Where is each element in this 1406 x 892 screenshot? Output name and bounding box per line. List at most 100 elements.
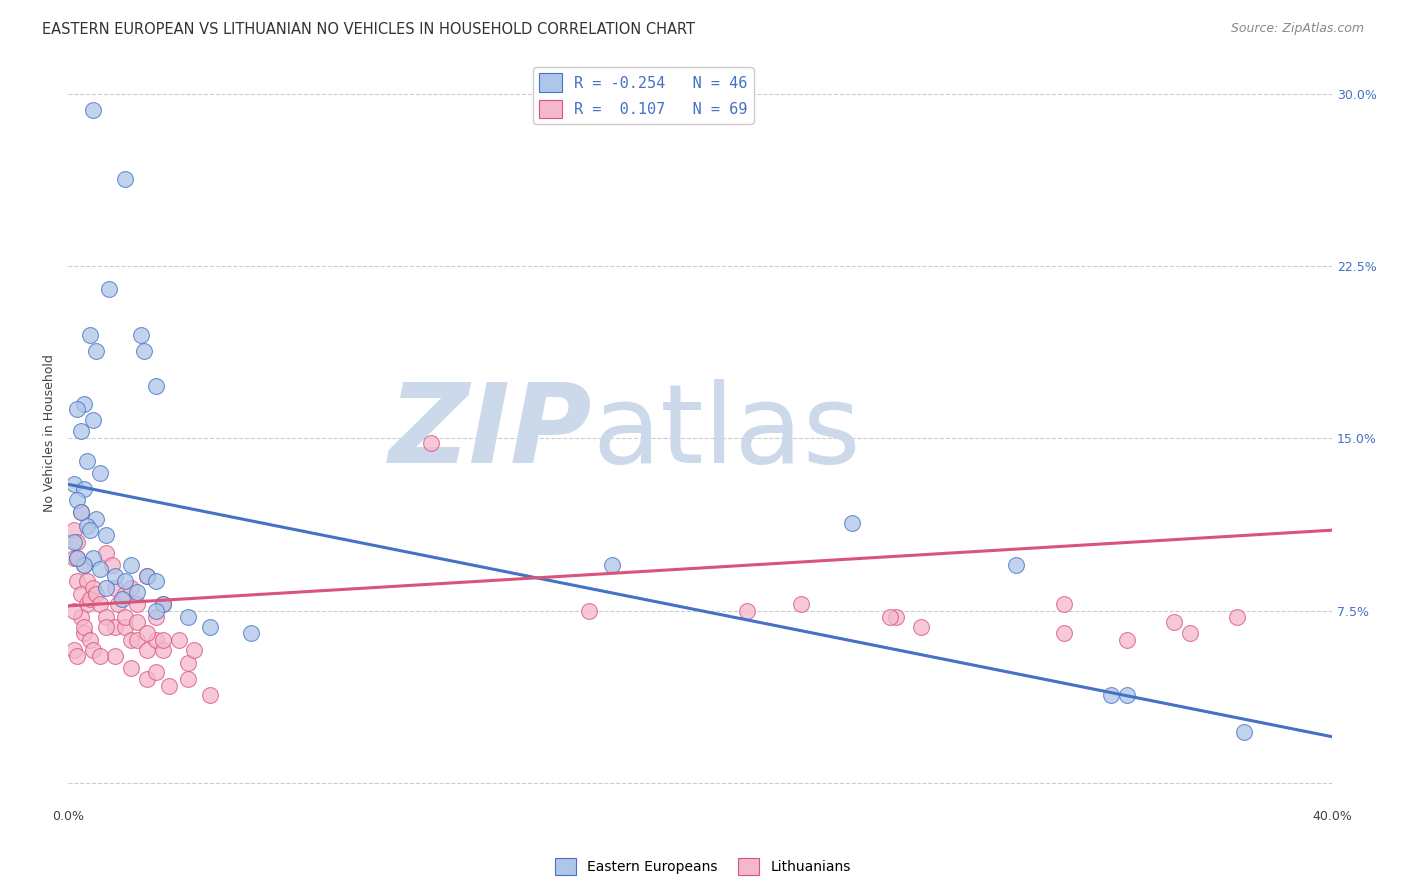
Point xyxy=(790,597,813,611)
Point xyxy=(240,626,263,640)
Point xyxy=(132,344,155,359)
Point xyxy=(73,482,96,496)
Text: atlas: atlas xyxy=(592,379,860,486)
Point xyxy=(136,626,159,640)
Point xyxy=(79,328,101,343)
Point xyxy=(120,661,142,675)
Y-axis label: No Vehicles in Household: No Vehicles in Household xyxy=(44,353,56,511)
Point xyxy=(73,397,96,411)
Point xyxy=(145,603,167,617)
Point xyxy=(94,619,117,633)
Point xyxy=(82,581,104,595)
Point xyxy=(69,425,91,439)
Point xyxy=(66,550,89,565)
Point xyxy=(145,378,167,392)
Point xyxy=(114,610,136,624)
Point xyxy=(600,558,623,572)
Point xyxy=(114,619,136,633)
Point xyxy=(86,344,108,359)
Point xyxy=(73,558,96,572)
Point xyxy=(76,574,98,588)
Point xyxy=(73,619,96,633)
Point xyxy=(114,587,136,601)
Point xyxy=(82,642,104,657)
Point xyxy=(79,523,101,537)
Point xyxy=(107,597,129,611)
Point xyxy=(86,587,108,601)
Text: ZIP: ZIP xyxy=(389,379,592,486)
Point xyxy=(114,574,136,588)
Point xyxy=(145,633,167,648)
Point xyxy=(120,558,142,572)
Point xyxy=(114,172,136,186)
Point xyxy=(1178,626,1201,640)
Point xyxy=(89,649,111,664)
Point xyxy=(1005,558,1028,572)
Point xyxy=(737,603,759,617)
Point xyxy=(145,610,167,624)
Point xyxy=(152,642,174,657)
Point xyxy=(73,558,96,572)
Point xyxy=(66,649,89,664)
Point xyxy=(76,597,98,611)
Point xyxy=(79,592,101,607)
Point xyxy=(167,633,190,648)
Point xyxy=(136,569,159,583)
Point xyxy=(1099,689,1122,703)
Point xyxy=(69,505,91,519)
Point xyxy=(127,585,149,599)
Point xyxy=(1163,615,1185,629)
Legend: R = -0.254   N = 46, R =  0.107   N = 69: R = -0.254 N = 46, R = 0.107 N = 69 xyxy=(533,67,754,124)
Point xyxy=(120,633,142,648)
Point xyxy=(104,569,127,583)
Point xyxy=(63,523,86,537)
Point xyxy=(111,592,134,607)
Point xyxy=(879,610,901,624)
Point xyxy=(420,436,443,450)
Point xyxy=(63,534,86,549)
Point xyxy=(136,569,159,583)
Legend: Eastern Europeans, Lithuanians: Eastern Europeans, Lithuanians xyxy=(550,853,856,880)
Point xyxy=(66,493,89,508)
Point xyxy=(94,581,117,595)
Text: Source: ZipAtlas.com: Source: ZipAtlas.com xyxy=(1230,22,1364,36)
Point xyxy=(1115,633,1137,648)
Point xyxy=(69,587,91,601)
Point xyxy=(66,534,89,549)
Point xyxy=(86,511,108,525)
Point xyxy=(98,282,121,296)
Point xyxy=(136,642,159,657)
Point xyxy=(89,562,111,576)
Point xyxy=(136,673,159,687)
Point xyxy=(63,603,86,617)
Point xyxy=(66,401,89,416)
Text: EASTERN EUROPEAN VS LITHUANIAN NO VEHICLES IN HOUSEHOLD CORRELATION CHART: EASTERN EUROPEAN VS LITHUANIAN NO VEHICL… xyxy=(42,22,695,37)
Point xyxy=(101,558,124,572)
Point xyxy=(198,689,221,703)
Point xyxy=(177,673,200,687)
Point xyxy=(89,466,111,480)
Point xyxy=(198,619,221,633)
Point xyxy=(152,597,174,611)
Point xyxy=(66,550,89,565)
Point xyxy=(94,528,117,542)
Point xyxy=(63,477,86,491)
Point xyxy=(578,603,600,617)
Point xyxy=(104,581,127,595)
Point xyxy=(145,665,167,680)
Point xyxy=(1052,597,1074,611)
Point xyxy=(76,454,98,468)
Point xyxy=(127,615,149,629)
Point xyxy=(66,574,89,588)
Point xyxy=(1115,689,1137,703)
Point xyxy=(63,550,86,565)
Point xyxy=(177,657,200,671)
Point xyxy=(152,633,174,648)
Point xyxy=(884,610,907,624)
Point xyxy=(177,610,200,624)
Point xyxy=(127,597,149,611)
Point xyxy=(82,550,104,565)
Point xyxy=(76,518,98,533)
Point xyxy=(73,626,96,640)
Point xyxy=(69,505,91,519)
